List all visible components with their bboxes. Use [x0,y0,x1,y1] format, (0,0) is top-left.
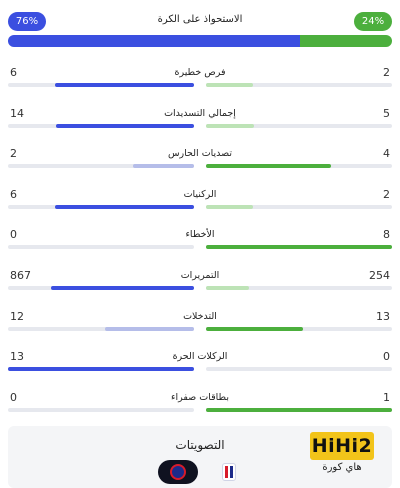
stat-row: 0 الأخطاء 8 [8,228,392,258]
watermark-brand: HiHi2 [310,432,374,460]
stat-right-bar-track [206,83,392,87]
stat-left-bar-track [8,286,194,290]
stat-left-bar-track [8,367,194,372]
stat-right-bar-fill [206,123,255,128]
stat-left-value: 0 [10,390,17,404]
stat-row: 14 إجمالي التسديدات 5 [8,107,392,137]
stat-left-bar-fill [8,367,194,372]
stat-label: الركلات الحرة [172,351,228,363]
stat-right-value: 0 [383,350,390,364]
stat-right-value: 5 [383,106,390,120]
stat-left-value: 6 [10,66,17,79]
stat-left-bar-track [8,83,194,87]
team-logo-opponent[interactable] [222,463,236,481]
crest-stripe-icon [225,466,228,478]
stat-right-bar-track [206,407,392,412]
stat-left-bar-track [8,204,194,209]
stat-right-bar-track [206,164,392,169]
stat-left-bar-fill [54,83,194,87]
stat-left-value: 12 [10,309,24,323]
stat-left-value: 2 [10,147,17,161]
stat-right-value: 254 [369,269,390,282]
stat-left-bar-fill [56,123,194,128]
stat-label: تصديات الحارس [167,148,233,160]
stat-left-value: 14 [10,106,24,120]
stat-row: 12 التدخلات 13 [8,310,392,340]
stat-right-bar-fill [206,286,249,290]
stat-left-bar-track [8,326,194,331]
team-logo-psg[interactable] [158,460,198,484]
watermark-logo: HiHi2 هاي كورة [310,432,374,478]
stat-label: إجمالي التسديدات [164,107,236,119]
stat-left-bar-track [8,164,194,169]
stat-right-bar-track [206,123,392,128]
stat-left-value: 6 [10,187,17,201]
stat-right-bar-fill [206,164,331,169]
stat-left-value: 867 [10,269,31,282]
stat-row: 867 التمريرات 254 [8,269,392,299]
stat-label: بطاقات صفراء [171,391,229,403]
stat-right-value: 2 [383,66,390,79]
stat-right-value: 8 [383,228,390,242]
stat-left-value: 0 [10,228,17,242]
stat-left-bar-track [8,245,194,250]
possession-bar-left [8,35,300,47]
stat-left-bar-track [8,407,194,412]
stat-right-value: 13 [376,309,390,323]
possession-bar-right [299,35,392,47]
stat-left-bar-fill [132,164,194,169]
stat-right-bar-fill [206,407,392,412]
stat-row: 6 الركنيات 2 [8,188,392,218]
possession-label: الاستحواذ على الكرة [157,14,243,25]
stat-row: 13 الركلات الحرة 0 [8,350,392,380]
stat-label: الأخطاء [185,229,215,241]
crest-stripe-icon [230,466,233,478]
stat-label: فرص خطيرة [174,67,226,78]
stat-label: التمريرات [180,270,220,281]
stat-right-value: 4 [383,147,390,161]
votes-title: التصويتات [175,438,225,452]
stat-right-value: 2 [383,187,390,201]
stat-right-bar-fill [206,245,392,250]
stat-label: التدخلات [183,310,217,322]
stat-right-bar-track [206,245,392,250]
stat-right-bar-track [206,326,392,331]
stat-row: 2 تصديات الحارس 4 [8,147,392,177]
stat-left-bar-track [8,123,194,128]
stat-right-bar-track [206,367,392,372]
possession-section: 76% الاستحواذ على الكرة 24% [8,12,392,48]
watermark-subtitle: هاي كورة [322,462,362,473]
stat-left-value: 13 [10,350,24,364]
stat-left-bar-fill [54,204,194,209]
stat-label: الركنيات [183,188,217,200]
possession-left-pill: 76% [8,12,46,31]
stat-left-bar-fill [104,326,194,331]
stat-right-bar-fill [206,83,253,87]
possession-bar [8,35,392,47]
stat-right-value: 1 [383,390,390,404]
possession-right-pill: 24% [354,12,392,31]
votes-section: التصويتات HiHi2 هاي كورة [8,426,392,488]
stat-right-bar-fill [206,326,303,331]
stat-row: 6 فرص خطيرة 2 [8,66,392,96]
stat-right-bar-fill [206,204,253,209]
stat-left-bar-fill [50,286,194,290]
psg-crest-icon [170,464,186,480]
stat-right-bar-track [206,286,392,290]
stat-right-bar-track [206,204,392,209]
stat-row: 0 بطاقات صفراء 1 [8,391,392,421]
